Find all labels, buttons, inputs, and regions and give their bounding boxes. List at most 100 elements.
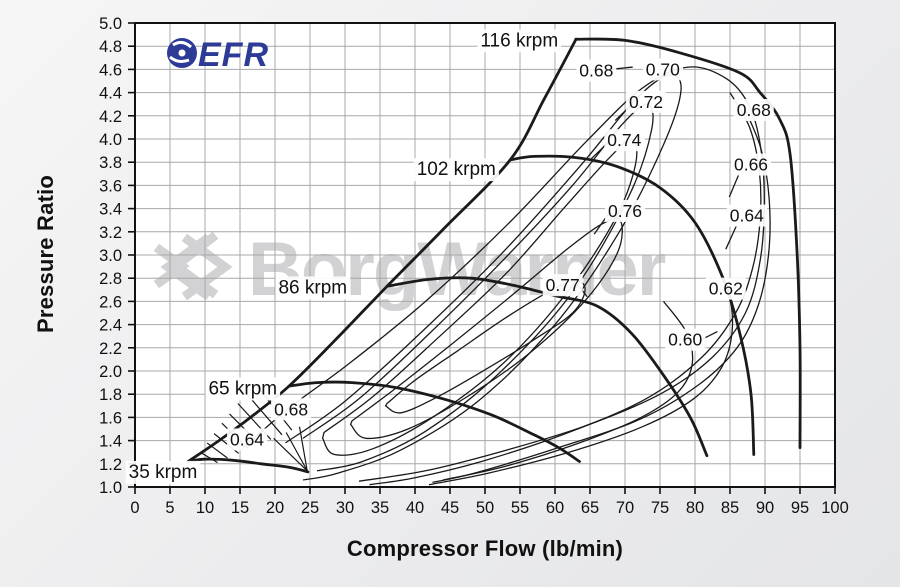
- contour-label: 0.64: [726, 204, 768, 227]
- y-tick-label: 5.0: [99, 15, 122, 33]
- efficiency-contour-0.74: [321, 138, 638, 456]
- contour-label: 0.64: [226, 428, 268, 451]
- contour-label-chip: [576, 59, 617, 82]
- contour-label-text: 0.66: [734, 155, 768, 175]
- contour-label-chip: [542, 274, 583, 297]
- y-tick-label: 2.4: [99, 317, 122, 335]
- contour-label-chip: [604, 199, 646, 222]
- contour-label-text: 0.68: [579, 61, 613, 81]
- contour-label: 0.72: [625, 90, 667, 113]
- contour-label-text: 0.70: [646, 59, 680, 79]
- x-tick-label: 75: [651, 499, 669, 517]
- contour-label-chip: [642, 58, 684, 81]
- x-tick-label: 50: [476, 499, 494, 517]
- surge-hatch-line: [199, 451, 218, 464]
- speed-line-102-krpm: [508, 154, 756, 456]
- y-tick-label: 1.6: [99, 409, 122, 427]
- speed-lines: [186, 37, 802, 474]
- contour-label-chip: [726, 204, 768, 227]
- x-tick-label: 0: [130, 499, 139, 517]
- contour-label: 0.74: [604, 129, 645, 152]
- y-tick-label: 1.8: [99, 386, 122, 404]
- contour-label-chip: [705, 277, 746, 300]
- y-axis-title: Pressure Ratio: [33, 174, 58, 334]
- contour-label-chip: [665, 328, 706, 351]
- y-tick-label: 3.8: [99, 154, 122, 172]
- y-tick-label: 3.2: [99, 224, 122, 242]
- speed-line-label-86-krpm-text: 86 krpm: [278, 277, 347, 298]
- efficiency-contour-0.76: [349, 217, 623, 440]
- y-tick-label: 2.6: [99, 293, 122, 311]
- contour-label-text: 0.64: [730, 206, 764, 226]
- contour-label-text: 0.77: [546, 275, 580, 295]
- efficiency-contour-0.70: [285, 74, 682, 481]
- x-tick-label: 70: [616, 499, 634, 517]
- y-tick-label: 2.2: [99, 340, 122, 358]
- y-tick-label: 3.6: [99, 177, 122, 195]
- speed-line-label-65-krpm: 65 krpm: [205, 377, 281, 401]
- x-axis-tick-labels: 0 5 10 15 20 25 30 35 40 45 50 55 60 65 70 75 80 85 90 95 10…: [130, 499, 848, 517]
- y-tick-label: 4.2: [99, 108, 122, 126]
- y-tick-label: 4.4: [99, 85, 122, 103]
- contour-leader-line: [725, 225, 737, 250]
- speed-line-label-86-krpm: 86 krpm: [275, 276, 351, 300]
- contour-label-text: 0.68: [737, 100, 771, 120]
- y-axis-tick-labels: 1.0 1.2 1.4 1.6 1.8 2.0 2.2 2.4 2.6 2.8 3.0 3.2 3.4 3…: [99, 15, 122, 497]
- x-tick-label: 80: [686, 499, 704, 517]
- contour-label-text: 0.62: [709, 279, 743, 299]
- efr-swirl-icon: [178, 49, 186, 57]
- y-tick-label: 4.8: [99, 38, 122, 56]
- x-tick-label: 65: [581, 499, 599, 517]
- surge-hatch-line: [285, 432, 308, 472]
- surge-hatch-line: [298, 426, 308, 471]
- speed-line-label-35-krpm: 35 krpm: [125, 460, 201, 484]
- contour-label: 0.76: [604, 199, 646, 222]
- contour-label-text: 0.72: [629, 92, 663, 112]
- contour-label-chip: [733, 99, 774, 121]
- y-tick-label: 1.0: [99, 479, 122, 497]
- speed-line-86-krpm: [385, 276, 709, 458]
- x-tick-label: 90: [756, 499, 774, 517]
- surge-hatch-line: [273, 437, 308, 472]
- contour-label-text: 0.64: [230, 429, 264, 449]
- speed-line-label-102-krpm-chip: [413, 158, 499, 182]
- contour-label-text: 0.76: [608, 201, 642, 221]
- speed-line-label-102-krpm-text: 102 krpm: [417, 159, 496, 180]
- efr-swirl-icon: [172, 40, 192, 49]
- efr-swirl-icon: [169, 55, 190, 63]
- y-tick-label: 1.4: [99, 433, 122, 451]
- speed-line-label-102-krpm: 102 krpm: [413, 158, 499, 182]
- contour-label-text: 0.68: [274, 399, 308, 419]
- contour-label: 0.68: [576, 59, 617, 82]
- x-tick-label: 55: [511, 499, 529, 517]
- contour-label: 0.77: [542, 274, 583, 297]
- y-tick-label: 2.0: [99, 363, 122, 381]
- x-tick-label: 45: [441, 499, 459, 517]
- speed-line-label-35-krpm-chip: [125, 460, 201, 484]
- contour-label: 0.68: [733, 99, 774, 121]
- y-tick-label: 4.6: [99, 61, 122, 79]
- contour-label-text: 0.74: [607, 130, 641, 150]
- x-tick-label: 35: [371, 499, 389, 517]
- x-tick-label: 40: [406, 499, 424, 517]
- x-tick-label: 25: [301, 499, 319, 517]
- x-tick-label: 15: [231, 499, 249, 517]
- contour-label: 0.66: [730, 153, 772, 176]
- y-tick-label: 3.0: [99, 247, 122, 265]
- speed-line-116-krpm: [574, 37, 802, 449]
- contour-label-text: 0.60: [668, 330, 702, 350]
- speed-line-label-65-krpm-chip: [205, 377, 281, 401]
- speed-line-label-65-krpm-text: 65 krpm: [208, 378, 277, 399]
- contour-label-chip: [226, 428, 268, 451]
- contour-label: 0.68: [271, 398, 312, 421]
- y-tick-label: 1.2: [99, 456, 122, 474]
- surge-hatch-line: [246, 393, 283, 436]
- contour-label: 0.60: [665, 328, 706, 351]
- speed-line-label-116-krpm: 116 krpm: [477, 29, 562, 53]
- contour-label-chip: [730, 153, 772, 176]
- x-tick-label: 20: [266, 499, 284, 517]
- x-tick-label: 85: [721, 499, 739, 517]
- contour-label-chip: [271, 398, 312, 421]
